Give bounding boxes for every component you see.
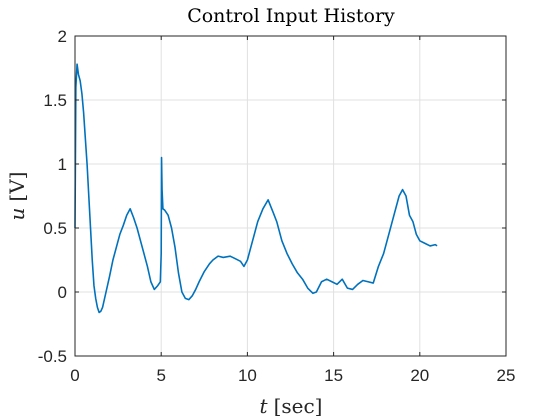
chart-title: Control Input History: [187, 5, 395, 27]
x-tick-label: 15: [324, 366, 343, 385]
x-tick-label: 25: [497, 366, 516, 385]
y-tick-label: 2: [58, 27, 67, 46]
y-axis-label: u [V]: [5, 172, 29, 221]
plot-frame: [74, 35, 507, 357]
y-tick-label: 1: [58, 155, 67, 174]
y-tick-label: -0.5: [38, 347, 67, 366]
y-tick-label: 0: [58, 283, 67, 302]
y-axis-variable: u: [5, 208, 29, 221]
plot-area: [75, 36, 506, 356]
x-tick-labels: 0 5 10 15 20 25: [70, 366, 515, 385]
y-tick-label: 1.5: [43, 91, 67, 110]
x-tick-label: 0: [70, 366, 79, 385]
y-tick-label: 0.5: [43, 219, 67, 238]
series-line-u: [74, 63, 438, 314]
y-axis-unit: [V]: [5, 172, 29, 202]
y-tick-labels: -0.5 0 0.5 1 1.5 2: [38, 27, 67, 366]
axis-ticks: [74, 35, 507, 357]
x-axis-variable: t: [260, 394, 269, 418]
x-tick-label: 5: [156, 366, 165, 385]
x-tick-label: 10: [238, 366, 257, 385]
x-axis-unit: [sec]: [274, 394, 323, 418]
x-axis-label: t [sec]: [260, 394, 323, 418]
x-tick-label: 20: [410, 366, 429, 385]
